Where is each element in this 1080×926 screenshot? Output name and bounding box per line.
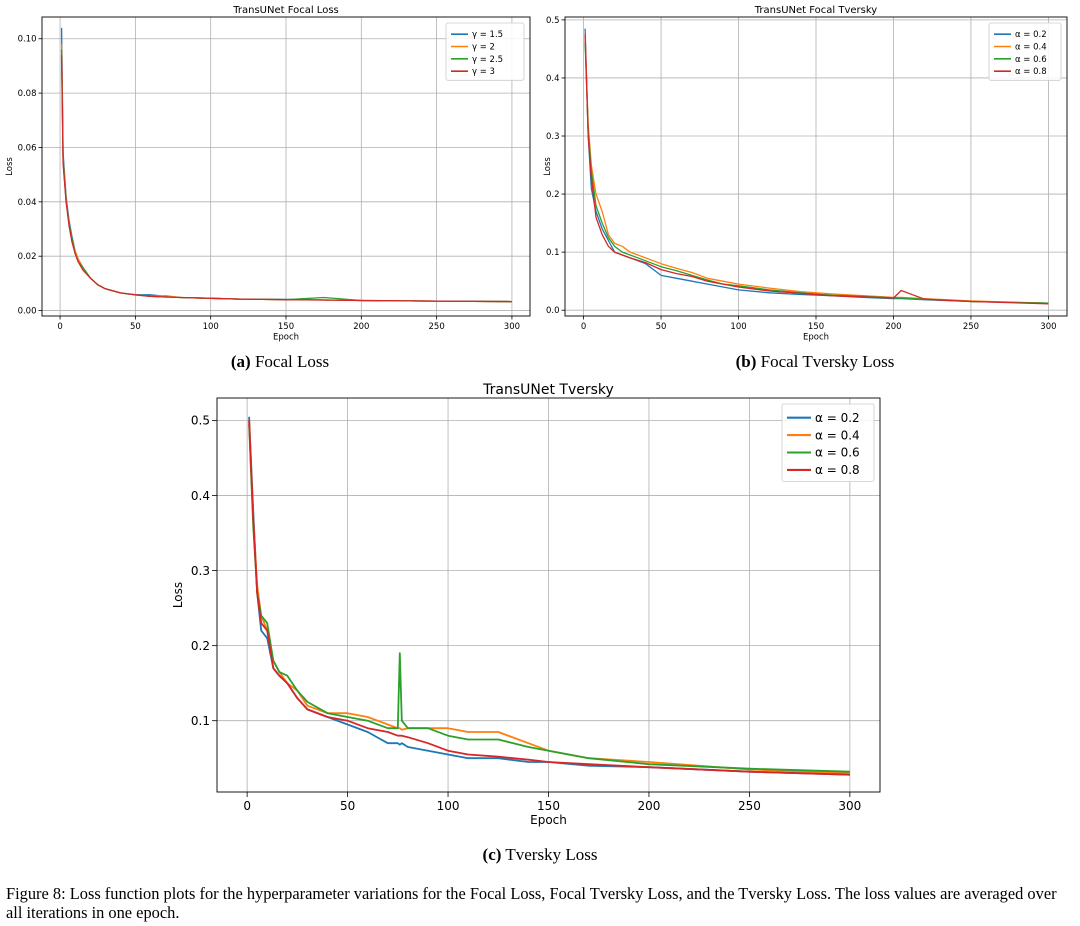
- x-tick-label: 300: [838, 799, 861, 813]
- x-axis-label: Epoch: [273, 333, 299, 343]
- caption-b-text: Focal Tversky Loss: [760, 352, 895, 371]
- y-tick-label: 0.2: [546, 190, 560, 200]
- caption-b: (b) Focal Tversky Loss: [630, 352, 1000, 372]
- x-tick-label: 150: [278, 322, 294, 332]
- x-tick-label: 150: [808, 322, 824, 332]
- tversky-chart: 0 50 100 150 200 250 300 0.1 0.2 0.3 0.4 0.5 TransUN…: [171, 382, 881, 827]
- x-tick-label: 0: [581, 322, 586, 332]
- series-line-2: [60, 49, 512, 303]
- series-line-1: [60, 44, 512, 303]
- series-line-2: [248, 424, 850, 773]
- x-tick-label: 300: [1040, 322, 1056, 332]
- chart-title: TransUNet Focal Tversky: [754, 5, 878, 16]
- x-tick-label: 50: [130, 322, 141, 332]
- series-line-1: [584, 37, 1049, 304]
- y-tick-label: 0.04: [18, 198, 37, 208]
- x-tick-label: 200: [638, 799, 661, 813]
- y-tick-label: 0.06: [18, 143, 37, 153]
- x-tick-label: 0: [243, 799, 251, 813]
- y-tick-label: 0.5: [191, 414, 210, 428]
- series-line-0: [60, 27, 512, 303]
- legend-label-3: α = 0.8: [815, 463, 860, 477]
- legend-label-0: γ = 1.5: [472, 30, 503, 40]
- legend-label-1: α = 0.4: [1015, 42, 1047, 52]
- focal-loss-chart: 0 50 100 150 200 250 300 0.00 0.02 0.04 0.06 0.08 0.…: [5, 5, 531, 343]
- x-tick-label: 300: [504, 322, 520, 332]
- y-tick-label: 0.3: [191, 564, 210, 578]
- legend-label-1: γ = 2: [472, 42, 495, 52]
- legend-label-3: γ = 3: [472, 67, 495, 77]
- caption-a: (a) Focal Loss: [90, 352, 470, 372]
- x-tick-label: 50: [340, 799, 355, 813]
- caption-c-label: (c): [482, 845, 502, 864]
- legend-box: [988, 22, 1062, 81]
- y-tick-label: 0.1: [191, 714, 210, 728]
- legend-label-2: α = 0.6: [1015, 55, 1047, 65]
- chart-title: TransUNet Focal Loss: [232, 5, 339, 16]
- y-tick-label: 0.0: [546, 306, 560, 316]
- x-tick-label: 100: [437, 799, 460, 813]
- y-tick-label: 0.02: [18, 252, 37, 262]
- caption-a-text: Focal Loss: [254, 352, 330, 371]
- caption-c: (c) Tversky Loss: [350, 845, 730, 865]
- legend-label-3: α = 0.8: [1015, 67, 1047, 77]
- caption-a-label: (a): [230, 352, 251, 371]
- x-tick-label: 250: [738, 799, 761, 813]
- y-tick-label: 0.00: [18, 307, 37, 317]
- y-tick-label: 0.10: [18, 35, 37, 45]
- series-line-1: [248, 420, 850, 775]
- y-tick-label: 0.4: [546, 74, 560, 84]
- series-line-2: [584, 43, 1049, 304]
- series-line-3: [248, 420, 850, 776]
- x-tick-label: 100: [203, 322, 219, 332]
- chart-title: TransUNet Tversky: [482, 382, 614, 398]
- x-axis-label: Epoch: [803, 333, 829, 343]
- figure-caption: Figure 8: Loss function plots for the hy…: [6, 884, 1057, 922]
- caption-b-label: (b): [735, 352, 757, 371]
- x-tick-label: 200: [353, 322, 369, 332]
- x-tick-label: 250: [963, 322, 979, 332]
- legend-label-2: α = 0.6: [815, 446, 860, 460]
- y-tick-label: 0.4: [191, 489, 210, 503]
- x-axis-label: Epoch: [530, 813, 567, 827]
- y-tick-label: 0.5: [546, 16, 560, 26]
- legend-box: [781, 403, 875, 482]
- y-axis-label: Loss: [5, 157, 15, 176]
- y-tick-label: 0.1: [546, 248, 560, 258]
- legend-label-2: γ = 2.5: [472, 55, 503, 65]
- legend-box: [445, 22, 525, 81]
- series-line-3: [60, 55, 512, 303]
- x-tick-label: 0: [57, 322, 62, 332]
- caption-c-text: Tversky Loss: [505, 845, 598, 864]
- y-tick-label: 0.3: [546, 132, 560, 142]
- series-line-0: [584, 28, 1049, 304]
- focal-tversky-chart: 0 50 100 150 200 250 300 0.0 0.1 0.2 0.3 0.4 0.5 Tran…: [543, 5, 1068, 343]
- y-axis-label: Loss: [543, 157, 553, 176]
- x-tick-label: 50: [656, 322, 667, 332]
- x-tick-label: 250: [429, 322, 445, 332]
- legend-label-1: α = 0.4: [815, 428, 860, 442]
- legend-label-0: α = 0.2: [815, 411, 860, 425]
- x-tick-label: 200: [885, 322, 901, 332]
- series-line-3: [584, 34, 1049, 305]
- x-tick-label: 150: [537, 799, 560, 813]
- y-tick-label: 0.2: [191, 639, 210, 653]
- y-tick-label: 0.08: [18, 89, 37, 99]
- x-tick-label: 100: [730, 322, 746, 332]
- y-axis-label: Loss: [171, 582, 185, 608]
- legend-label-0: α = 0.2: [1015, 30, 1047, 40]
